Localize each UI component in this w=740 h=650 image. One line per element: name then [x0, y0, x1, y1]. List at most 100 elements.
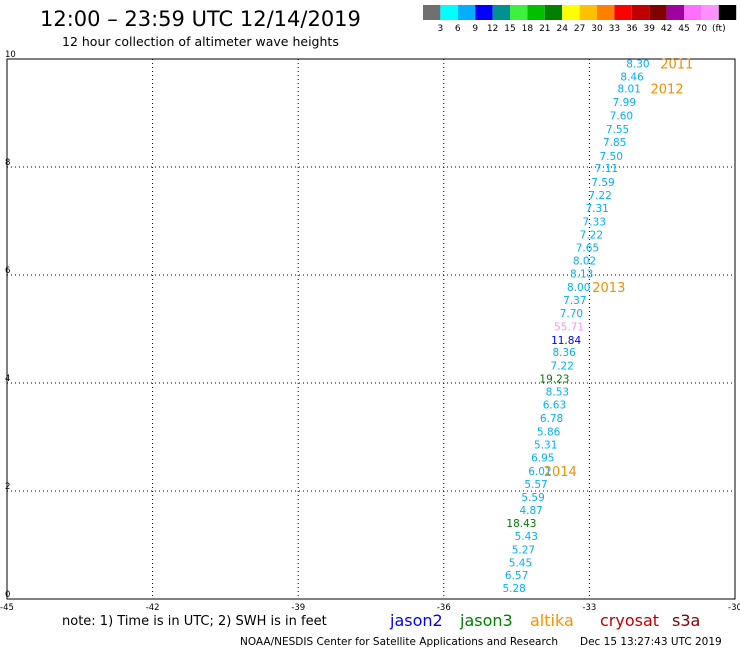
legend-label: 3 — [438, 24, 444, 34]
lat-tick-label: 0 — [5, 590, 10, 600]
color-scale-legend — [423, 5, 737, 20]
generation-timestamp: Dec 15 13:27:43 UTC 2019 — [580, 636, 722, 648]
wave-height-label: 5.28 — [502, 583, 525, 595]
wave-height-label: 5.57 — [524, 479, 547, 491]
wave-height-label: 8.13 — [570, 268, 593, 280]
footer-note: note: 1) Time is in UTC; 2) SWH is in fe… — [62, 614, 327, 629]
wave-height-label: 7.37 — [563, 295, 586, 307]
satellite-label-s3a: s3a — [672, 611, 700, 630]
wave-height-label: 7.11 — [595, 163, 618, 175]
wave-height-label: 7.70 — [560, 308, 583, 320]
legend-swatch — [597, 5, 615, 20]
wave-height-label: 8.36 — [552, 347, 576, 359]
wave-height-label: 7.50 — [600, 151, 623, 163]
legend-swatch — [579, 5, 597, 20]
satellite-label-jason2: jason2 — [389, 611, 443, 630]
wave-height-label: 4.87 — [519, 505, 542, 517]
legend-label: (ft) — [712, 24, 726, 34]
legend-label: 42 — [661, 24, 672, 34]
wave-height-label: 6.95 — [531, 453, 554, 465]
map-grid — [7, 59, 735, 599]
wave-height-label: 5.86 — [537, 427, 561, 439]
page-title: 12:00 – 23:59 UTC 12/14/2019 — [40, 7, 361, 31]
legend-label: 24 — [556, 24, 568, 34]
year-label: 2014 — [544, 465, 577, 480]
wave-height-label: 7.60 — [610, 111, 633, 123]
wave-height-label: 7.22 — [551, 361, 574, 373]
lat-tick-label: 4 — [5, 374, 10, 384]
lon-tick-label: -33 — [582, 603, 596, 613]
wave-height-label: 5.27 — [512, 544, 535, 556]
year-labels: 2011 2012 2013 2014 — [544, 57, 694, 480]
lon-tick-label: -42 — [146, 603, 160, 613]
wave-height-label: 5.45 — [509, 557, 532, 569]
legend-label: 27 — [574, 24, 585, 34]
wave-height-label: 7.55 — [606, 124, 629, 136]
satellite-legend: jason2 jason3 altika cryosat s3a — [389, 611, 700, 630]
legend-label: 30 — [591, 24, 603, 34]
legend-swatch — [423, 5, 441, 20]
wave-height-label: 19.23 — [539, 374, 569, 386]
legend-label: 39 — [643, 24, 655, 34]
legend-label: 45 — [678, 24, 689, 34]
color-scale-labels: 3 6 9 12 15 18 21 24 27 30 33 36 39 42 45 70 (ft) — [438, 24, 726, 34]
wave-height-label: 8.01 — [618, 84, 641, 96]
credit-line: NOAA/NESDIS Center for Satellite Applica… — [240, 636, 558, 648]
legend-swatch — [562, 5, 580, 20]
legend-label: 15 — [504, 24, 515, 34]
wave-height-label: 7.33 — [583, 217, 606, 229]
lon-tick-label: -45 — [0, 603, 14, 613]
wave-height-observations: 8.308.468.017.99 7.607.557.85 7.507.11 7.59… — [502, 58, 649, 595]
lat-tick-label: 6 — [5, 266, 10, 276]
legend-label: 33 — [609, 24, 620, 34]
wave-height-label: 6.01 — [528, 466, 551, 478]
map-frame — [6, 58, 736, 600]
satellite-label-cryosat: cryosat — [600, 611, 659, 630]
legend-swatch — [614, 5, 632, 20]
legend-swatch — [475, 5, 493, 20]
legend-swatch — [666, 5, 684, 20]
wave-height-label: 8.53 — [546, 387, 569, 399]
legend-swatch — [649, 5, 667, 20]
legend-swatch — [440, 5, 458, 20]
wave-height-label: 7.22 — [580, 230, 603, 242]
wave-height-label: 11.84 — [551, 335, 581, 347]
wave-height-label: 7.31 — [585, 203, 608, 215]
year-label: 2011 — [660, 57, 693, 72]
wave-height-label: 7.59 — [591, 177, 614, 189]
satellite-label-jason3: jason3 — [459, 611, 513, 630]
wave-height-label: 6.78 — [540, 413, 563, 425]
wave-height-label: 55.71 — [554, 321, 584, 333]
lon-tick-label: -39 — [291, 603, 305, 613]
legend-swatch — [527, 5, 545, 20]
wave-height-label: 6.63 — [543, 400, 566, 412]
legend-label: 36 — [626, 24, 638, 34]
legend-label: 21 — [539, 24, 550, 34]
wave-height-label: 7.85 — [603, 137, 626, 149]
lat-tick-label: 10 — [5, 50, 16, 60]
lon-tick-label: -30 — [728, 603, 740, 613]
legend-swatch — [701, 5, 719, 20]
satellite-label-altika: altika — [530, 611, 574, 630]
lat-tick-label: 2 — [5, 482, 10, 492]
legend-label: 6 — [455, 24, 461, 34]
wave-height-label: 7.65 — [576, 242, 599, 254]
lat-tick-label: 8 — [5, 158, 10, 168]
map-border — [6, 58, 736, 600]
legend-swatch — [544, 5, 563, 20]
legend-swatch — [492, 5, 510, 20]
wave-height-label: 8.02 — [573, 255, 596, 267]
legend-swatch — [718, 5, 737, 20]
year-label: 2013 — [592, 281, 625, 296]
wave-height-label: 8.30 — [626, 58, 649, 70]
legend-label: 70 — [696, 24, 708, 34]
legend-swatch — [684, 5, 702, 20]
wave-height-label: 7.22 — [588, 190, 611, 202]
legend-swatch — [510, 5, 528, 20]
legend-swatch — [457, 5, 476, 20]
wave-height-label: 8.46 — [620, 71, 644, 83]
lon-tick-label: -36 — [437, 603, 451, 613]
legend-label: 9 — [472, 24, 478, 34]
wave-height-label: 5.31 — [534, 440, 557, 452]
